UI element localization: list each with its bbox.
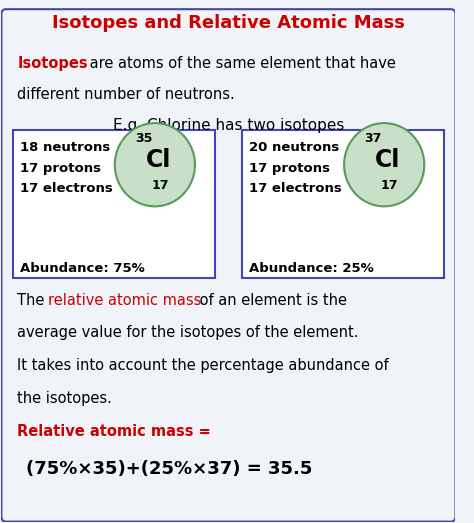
FancyBboxPatch shape <box>242 130 444 278</box>
Text: 37: 37 <box>364 132 382 145</box>
Text: 17 electrons: 17 electrons <box>19 183 112 196</box>
Text: are atoms of the same element that have: are atoms of the same element that have <box>85 56 396 71</box>
Text: It takes into account the percentage abundance of: It takes into account the percentage abu… <box>17 358 389 373</box>
Ellipse shape <box>115 123 195 207</box>
Text: different number of neutrons.: different number of neutrons. <box>17 87 235 102</box>
Text: Cl: Cl <box>146 147 171 172</box>
Text: 17 electrons: 17 electrons <box>249 183 342 196</box>
Text: average value for the isotopes of the element.: average value for the isotopes of the el… <box>17 325 359 340</box>
FancyBboxPatch shape <box>1 9 456 521</box>
Text: 17: 17 <box>152 179 169 192</box>
Text: Abundance: 25%: Abundance: 25% <box>249 262 374 275</box>
Text: 17 protons: 17 protons <box>19 162 100 175</box>
Text: Abundance: 75%: Abundance: 75% <box>19 262 144 275</box>
FancyBboxPatch shape <box>13 130 215 278</box>
Text: E.g. Chlorine has two isotopes: E.g. Chlorine has two isotopes <box>113 118 344 133</box>
Text: of an element is the: of an element is the <box>195 293 347 308</box>
Text: Relative atomic mass =: Relative atomic mass = <box>17 424 211 439</box>
Text: 18 neutrons: 18 neutrons <box>19 141 110 154</box>
Text: relative atomic mass: relative atomic mass <box>48 293 201 308</box>
Text: 17 protons: 17 protons <box>249 162 330 175</box>
Text: Isotopes: Isotopes <box>17 56 88 71</box>
Text: 17: 17 <box>381 179 398 192</box>
Ellipse shape <box>344 123 424 207</box>
Text: the isotopes.: the isotopes. <box>17 391 112 406</box>
Text: 35: 35 <box>135 132 152 145</box>
Text: The: The <box>17 293 49 308</box>
Text: Isotopes and Relative Atomic Mass: Isotopes and Relative Atomic Mass <box>52 15 405 32</box>
Text: 20 neutrons: 20 neutrons <box>249 141 339 154</box>
Text: (75%×35)+(25%×37) = 35.5: (75%×35)+(25%×37) = 35.5 <box>27 460 313 478</box>
Text: Cl: Cl <box>375 147 401 172</box>
